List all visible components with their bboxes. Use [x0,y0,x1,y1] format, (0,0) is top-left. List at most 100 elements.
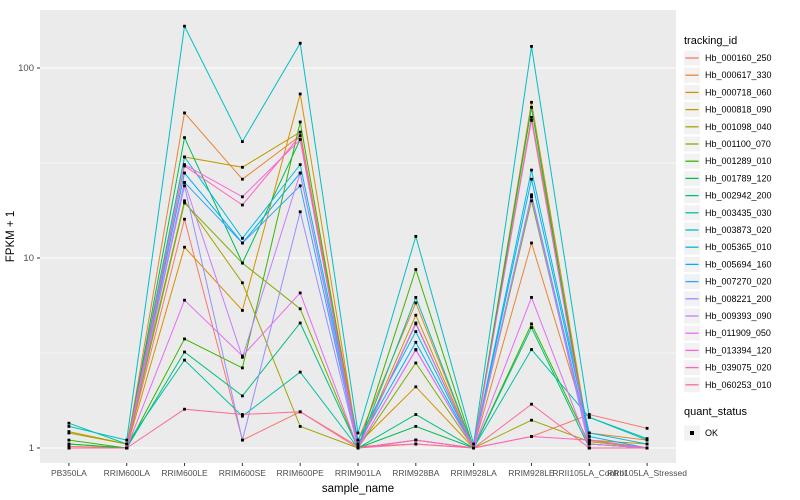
legend-entry-Hb_013394_120: Hb_013394_120 [684,342,772,358]
data-point [414,321,418,325]
legend-entry-Hb_001789_120: Hb_001789_120 [684,170,772,186]
x-tick-label: RRIM600PE [277,468,325,478]
legend-entry-label: Hb_001789_120 [705,173,772,183]
y-axis-title: FPKM + 1 [5,211,17,262]
data-point [298,370,302,374]
data-point [241,177,244,181]
data-point [414,235,418,238]
data-point [298,184,302,188]
data-point [587,442,591,446]
data-point [241,354,244,358]
data-point [645,442,649,446]
data-point [183,111,186,115]
data-point [356,445,360,448]
data-point [298,120,302,124]
data-point [241,394,244,398]
y-tick-label: 100 [18,63,34,74]
x-tick-label: RRIM928LE [508,468,555,478]
legend-entry-label: Hb_011909_050 [705,328,771,338]
data-point [414,313,418,317]
data-point [414,413,418,416]
data-point [241,309,244,312]
legend-entry-Hb_002942_200: Hb_002942_200 [684,188,772,204]
quant-legend-title: quant_status [684,406,747,418]
legend-key-point [690,431,694,435]
data-point [414,301,418,305]
legend-entry-label: Hb_002942_200 [705,191,772,201]
data-point [125,446,129,450]
data-point [530,435,533,438]
data-point [530,402,533,406]
data-point [298,163,302,166]
data-point [241,261,244,265]
data-point [530,168,533,172]
data-point [241,366,244,370]
legend-tracking-id: tracking_id Hb_000160_250 Hb_000617_330 Hb_… [684,35,772,393]
data-point [67,442,71,446]
data-point [530,106,533,109]
data-point [67,430,71,433]
data-point [67,446,71,450]
data-point [241,413,244,416]
data-point [645,438,649,442]
data-point [183,181,186,184]
data-point [530,193,533,197]
data-point [587,431,591,435]
data-point [530,100,533,104]
data-point [241,241,244,245]
data-point [241,438,244,442]
data-point [183,171,186,175]
data-point [241,203,244,207]
legend-entry-label: Hb_060253_010 [705,380,772,390]
legend-entry-label: Hb_001100_070 [705,139,771,149]
data-point [298,130,302,134]
data-point [298,171,302,175]
legend-quant-status: quant_status OK [684,406,747,441]
data-point [183,407,186,411]
legend-entry-label: Hb_005365_010 [705,242,772,252]
data-point [645,426,649,430]
data-point [530,348,533,351]
data-point [356,442,360,446]
data-point [183,358,186,362]
x-tick-label: RRIM600LA [104,468,151,478]
data-point [530,296,533,299]
legend-entry-label: Hb_013394_120 [705,345,772,355]
legend-entry-label: Hb_009393_090 [705,311,772,321]
data-point [298,425,302,428]
data-point [414,296,418,299]
data-point [183,245,186,249]
data-point [414,268,418,271]
x-tick-label: RRIM928BA [392,468,440,478]
data-point [241,414,244,418]
data-point [472,442,475,446]
legend-entry-label: Hb_000617_330 [705,70,772,80]
x-tick-label: RRII105LA_Control [552,468,626,478]
data-point [183,298,186,302]
legend-entry-label: Hb_003435_030 [705,208,772,218]
legend-entry-Hb_011909_050: Hb_011909_050 [684,325,771,341]
data-point [298,410,302,414]
data-point [587,440,591,443]
data-point [414,385,418,389]
data-point [414,442,418,446]
legend-entry-quant-OK: OK [684,425,718,441]
legend-entry-label: Hb_001289_010 [705,156,772,166]
data-point [183,155,186,159]
data-point [241,195,244,199]
data-point [183,337,186,341]
legend-entry-Hb_000718_060: Hb_000718_060 [684,84,772,100]
legend-entry-label: Hb_008221_200 [705,294,772,304]
legend-entry-label: Hb_007270_020 [705,277,772,287]
legend-entry-Hb_001289_010: Hb_001289_010 [684,153,772,169]
legend-entry-Hb_000617_330: Hb_000617_330 [684,67,772,83]
y-tick-label: 10 [23,253,34,264]
data-point [587,446,591,450]
data-point [530,45,533,48]
data-point [414,361,418,365]
legend-entry-Hb_003435_030: Hb_003435_030 [684,205,772,221]
data-point [298,134,302,138]
data-point [645,446,649,450]
data-point [530,177,533,181]
data-point [414,425,418,428]
